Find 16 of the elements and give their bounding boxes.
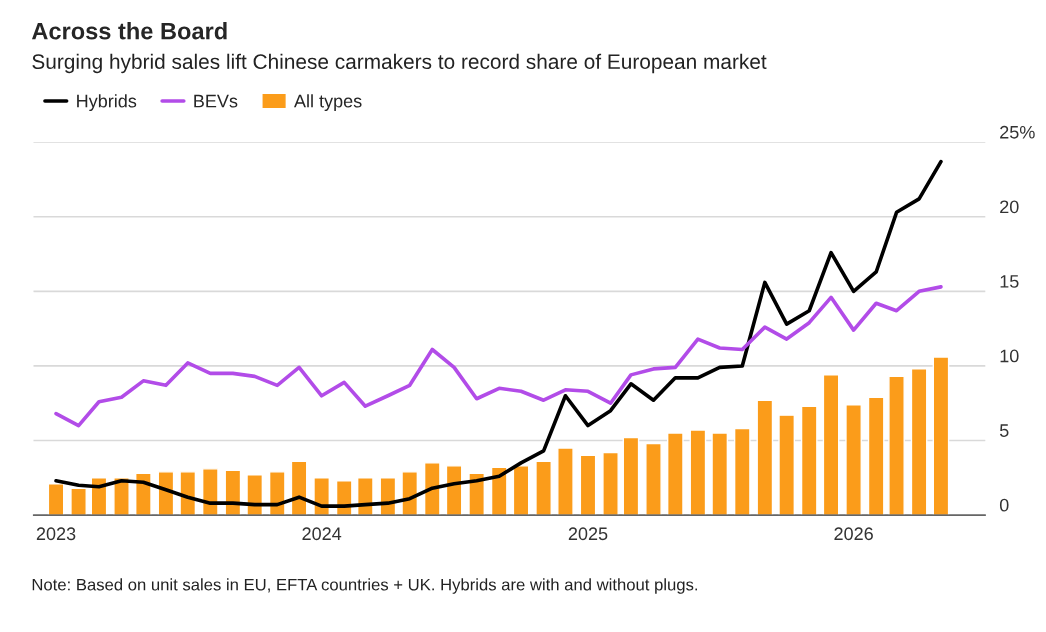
text: Note: Based on unit sales in EU, EFTA countries + UK. Hybrids are with and without plugs.: [32, 578, 698, 594]
legend-label: BEVs: [194, 94, 238, 108]
x-tick-label: 2024: [302, 527, 342, 541]
y-tick-label: 0: [999, 498, 1009, 512]
y-tick-label: 20: [1000, 200, 1019, 214]
y-tick-label: 5: [999, 424, 1009, 437]
y-tick-label: 15: [1000, 275, 1019, 288]
chart-title: Across the Board: [31, 22, 227, 40]
x-tick-label: 2026: [834, 527, 873, 541]
y-tick-label: 25%: [1000, 125, 1035, 139]
y-tick-label: 10: [1000, 349, 1019, 363]
legend-label: Hybrids: [77, 94, 137, 112]
chart-subtitle: Surging hybrid sales lift Chinese carmakers to record share of European market: [32, 53, 767, 74]
x-tick-label: 2023: [36, 527, 76, 541]
legend-label: All types: [294, 94, 362, 112]
x-tick-label: 2025: [568, 527, 608, 541]
